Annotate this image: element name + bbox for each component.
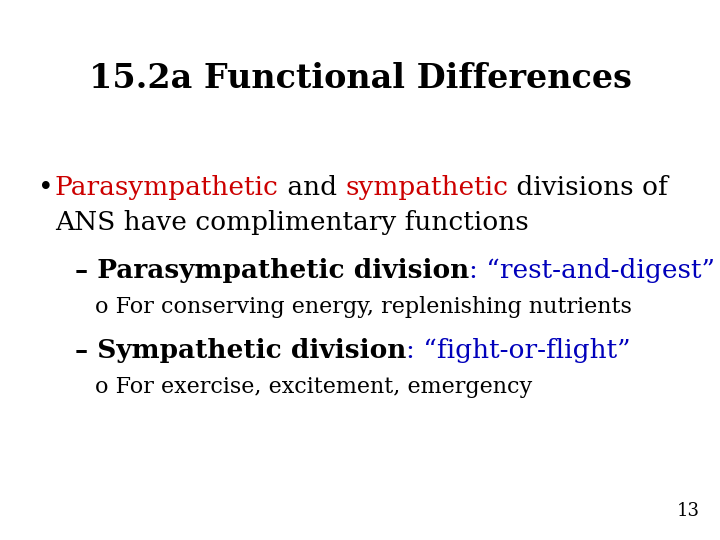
Text: sympathetic: sympathetic	[346, 175, 508, 200]
Text: 13: 13	[677, 502, 700, 520]
Text: – Parasympathetic division: – Parasympathetic division	[75, 258, 469, 283]
Text: divisions of: divisions of	[508, 175, 668, 200]
Text: – Sympathetic division: – Sympathetic division	[75, 338, 406, 363]
Text: •: •	[38, 175, 53, 200]
Text: o For conserving energy, replenishing nutrients: o For conserving energy, replenishing nu…	[95, 296, 632, 318]
Text: and: and	[279, 175, 346, 200]
Text: Parasympathetic: Parasympathetic	[55, 175, 279, 200]
Text: : “rest-and-digest”: : “rest-and-digest”	[469, 258, 715, 283]
Text: 15.2a Functional Differences: 15.2a Functional Differences	[89, 62, 631, 95]
Text: : “fight-or-flight”: : “fight-or-flight”	[406, 338, 631, 363]
Text: ANS have complimentary functions: ANS have complimentary functions	[55, 210, 528, 235]
Text: o For exercise, excitement, emergency: o For exercise, excitement, emergency	[95, 376, 532, 398]
